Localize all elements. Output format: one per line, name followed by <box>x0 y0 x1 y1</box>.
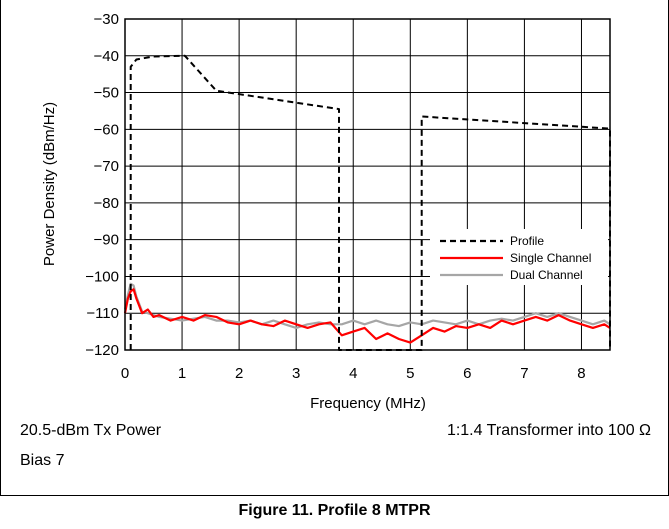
plot-area-border <box>124 18 611 351</box>
x-tick-label: 6 <box>463 365 471 382</box>
y-tick-label: −110 <box>86 305 119 322</box>
series-dual-channel-line <box>123 282 611 329</box>
y-tick-label: −50 <box>94 85 119 102</box>
figure-caption: Figure 11. Profile 8 MTPR <box>238 502 431 519</box>
x-tick-label: 3 <box>292 365 300 382</box>
legend-label: Single Channel <box>510 251 591 265</box>
legend-label: Profile <box>510 234 544 248</box>
series-layer <box>123 54 611 351</box>
tick-labels: 0 1 2 3 4 5 6 7 8 −120 −110 −100 −90 −80 −70 −60 −50 −40 −… <box>85 11 585 382</box>
x-tick-label: 0 <box>121 365 129 382</box>
x-tick-label: 8 <box>577 365 585 382</box>
legend: Profile Single Channel Dual Channel <box>430 229 608 285</box>
x-tick-label: 7 <box>520 365 528 382</box>
tx-power-note: 20.5-dBm Tx Power <box>20 422 162 439</box>
series-single-channel-line <box>123 288 611 344</box>
y-tick-label: −30 <box>94 11 119 28</box>
y-tick-label: −120 <box>85 342 119 359</box>
grid-lines <box>124 18 610 351</box>
y-tick-label: −60 <box>94 121 119 138</box>
legend-label: Dual Channel <box>510 268 583 282</box>
x-tick-label: 5 <box>406 365 414 382</box>
power-density-chart: 0 1 2 3 4 5 6 7 8 −120 −110 −100 −90 −80 −70 −60 −50 −40 −… <box>41 11 611 412</box>
bias-note: Bias 7 <box>20 452 65 469</box>
transformer-note: 1:1.4 Transformer into 100 Ω <box>446 422 651 439</box>
y-axis-label: Power Density (dBm/Hz) <box>41 102 58 266</box>
x-tick-label: 2 <box>235 365 243 382</box>
y-tick-label: −70 <box>94 158 119 175</box>
y-tick-label: −100 <box>85 268 119 285</box>
y-tick-label: −90 <box>94 232 119 249</box>
x-axis-label: Frequency (MHz) <box>310 395 426 412</box>
x-tick-label: 1 <box>178 365 186 382</box>
y-tick-label: −40 <box>94 48 119 65</box>
x-tick-label: 4 <box>349 365 357 382</box>
y-tick-label: −80 <box>94 195 119 212</box>
series-profile-line <box>129 54 611 351</box>
